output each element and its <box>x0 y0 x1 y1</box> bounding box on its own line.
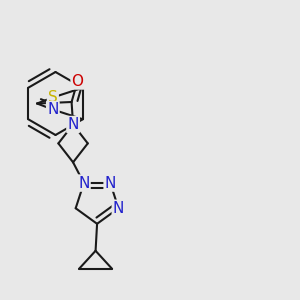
Text: N: N <box>78 176 89 190</box>
Text: S: S <box>48 90 58 105</box>
Text: N: N <box>68 117 79 132</box>
Text: N: N <box>47 102 58 117</box>
Text: N: N <box>113 201 124 216</box>
Text: O: O <box>72 74 84 88</box>
Text: N: N <box>105 176 116 190</box>
